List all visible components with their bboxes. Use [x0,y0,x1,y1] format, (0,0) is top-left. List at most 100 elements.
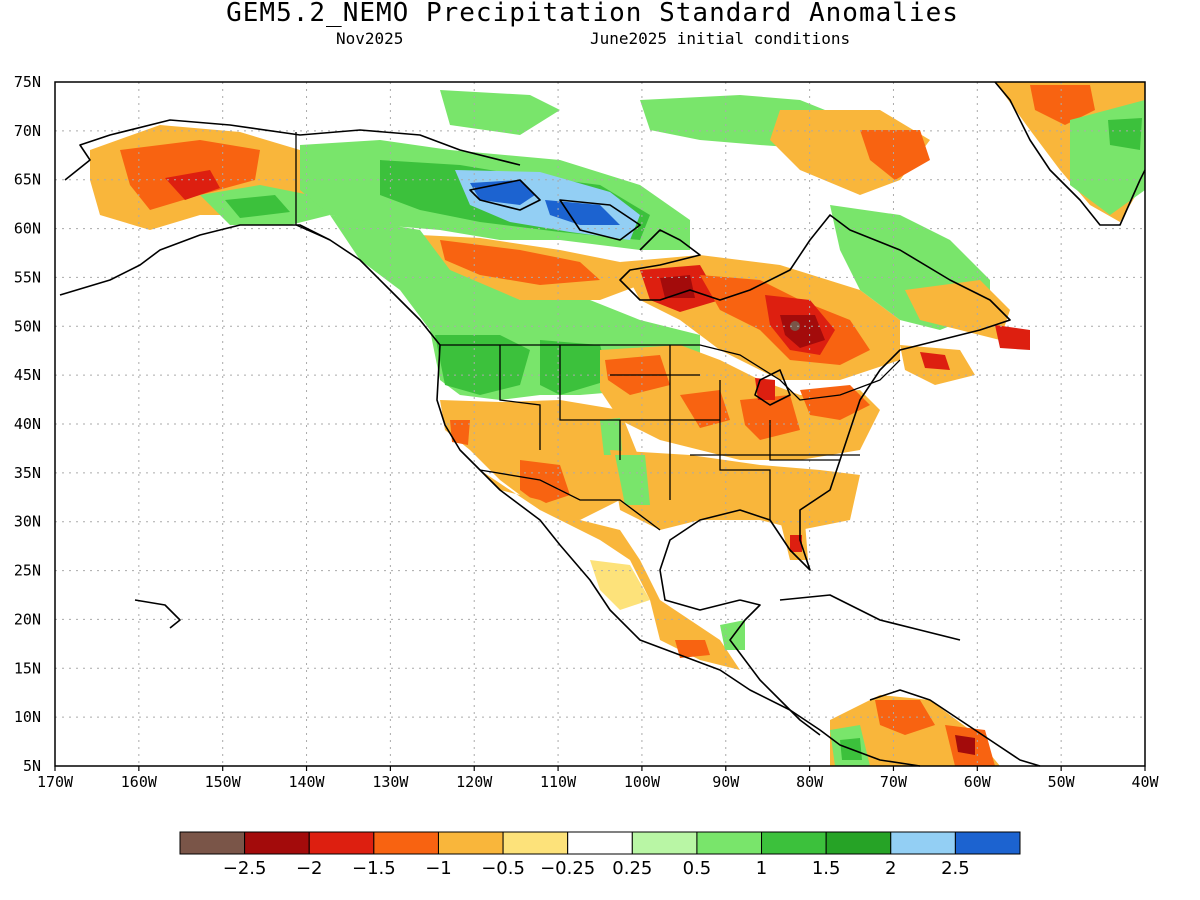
lat-label: 40N [14,415,41,433]
anomaly-region [790,535,802,552]
legend-swatch [308,831,375,855]
anomaly-region [615,455,650,505]
legend-label: 2.5 [941,858,970,879]
coastline [779,594,961,641]
state-lines [499,345,860,520]
anomaly-region [610,450,860,530]
anomaly-region [790,321,800,331]
lon-label: 40W [1131,773,1159,791]
legend-labels: −2.5 −2 −1.5 −1 −0.5 −0.25 0.25 0.5 1 1.5 2 2.5 [223,858,970,879]
anomaly-region [440,240,600,285]
coastline [64,119,521,181]
legend-label: −0.25 [540,858,595,879]
legend-label: −2.5 [223,858,267,879]
lon-label: 120W [456,773,493,791]
anomaly-region [600,418,622,455]
legend-swatch [954,831,1021,855]
anomaly-region [955,735,975,755]
lat-label: 35N [14,464,41,482]
anomaly-region [905,280,1010,340]
anomaly-region [740,395,800,440]
anomaly-region [675,640,710,658]
coastline [59,224,921,767]
anomaly-region [440,400,640,520]
lat-label: 10N [14,708,41,726]
lon-label: 100W [624,773,661,791]
legend-label: 1 [756,858,767,879]
coastline [869,689,1041,767]
initial-conditions: June2025 initial conditions [590,29,851,48]
legend-swatch [890,831,956,855]
legend-label: 0.25 [612,858,652,879]
lat-label: 75N [14,73,41,91]
anomaly-region [680,390,730,428]
legend-swatch [567,831,633,855]
coastline [619,214,1011,611]
longitude-labels: 170W 160W 150W 140W 130W 120W 110W 100W 90W 80W 70… [37,766,1160,791]
anomaly-region [755,378,775,400]
legend-label: −0.5 [481,858,525,879]
coastline [134,599,181,629]
lon-label: 50W [1048,773,1076,791]
border-canada-us [440,344,901,401]
anomaly-region [920,352,950,370]
map-title: GEM5.2_NEMO Precipitation Standard Anoma… [226,0,959,28]
anomaly-region [225,195,290,218]
border-alaska-canada [295,132,331,241]
anomaly-region [995,325,1030,350]
lon-label: 90W [712,773,740,791]
political-borders [295,132,901,531]
lat-label: 15N [14,659,41,677]
forecast-month: Nov2025 [336,29,404,48]
legend-swatch [502,831,569,855]
legend-swatch [179,831,246,855]
anomaly-region [1030,85,1095,125]
anomaly-region [1108,118,1142,150]
anomaly-region [165,170,220,200]
anomaly-region [800,385,870,420]
legend-swatch [437,831,504,855]
lat-label: 25N [14,562,41,580]
anomaly-fields [90,82,1145,766]
legend-swatch [825,831,892,855]
anomaly-region [875,700,935,735]
anomaly-region [480,470,740,670]
legend-swatches [179,831,1021,855]
legend-swatch [373,831,439,855]
lon-label: 110W [540,773,577,791]
anomaly-region [860,130,930,180]
lat-label: 70N [14,122,41,140]
lon-label: 150W [205,773,242,791]
coastline [469,179,541,211]
lat-label: 60N [14,220,41,238]
legend-label: −1.5 [352,858,396,879]
latitude-labels: 75N 70N 65N 60N 55N 50N 45N 40N 35N 30N 25N 20N 15N 1… [14,73,41,775]
legend-label: 0.5 [683,858,712,879]
legend-swatch [244,831,310,855]
coastline [729,599,821,736]
graticule [55,82,1145,766]
map-frame [54,81,1146,767]
anomaly-region [440,90,560,135]
lon-label: 70W [880,773,908,791]
lat-label: 5N [23,757,41,775]
lon-label: 130W [372,773,409,791]
anomaly-region [435,335,530,395]
lat-label: 30N [14,513,41,531]
lat-label: 65N [14,171,41,189]
legend-label: 2 [885,858,896,879]
lat-label: 55N [14,268,41,286]
lon-label: 160W [121,773,158,791]
coastline [559,199,641,241]
lon-label: 60W [964,773,992,791]
lat-label: 45N [14,366,41,384]
anomaly-region [450,420,470,445]
legend-swatch [696,831,763,855]
coastline [994,81,1146,226]
lat-label: 50N [14,317,41,335]
lon-label: 170W [37,773,74,791]
lon-label: 80W [796,773,824,791]
lon-label: 140W [288,773,325,791]
